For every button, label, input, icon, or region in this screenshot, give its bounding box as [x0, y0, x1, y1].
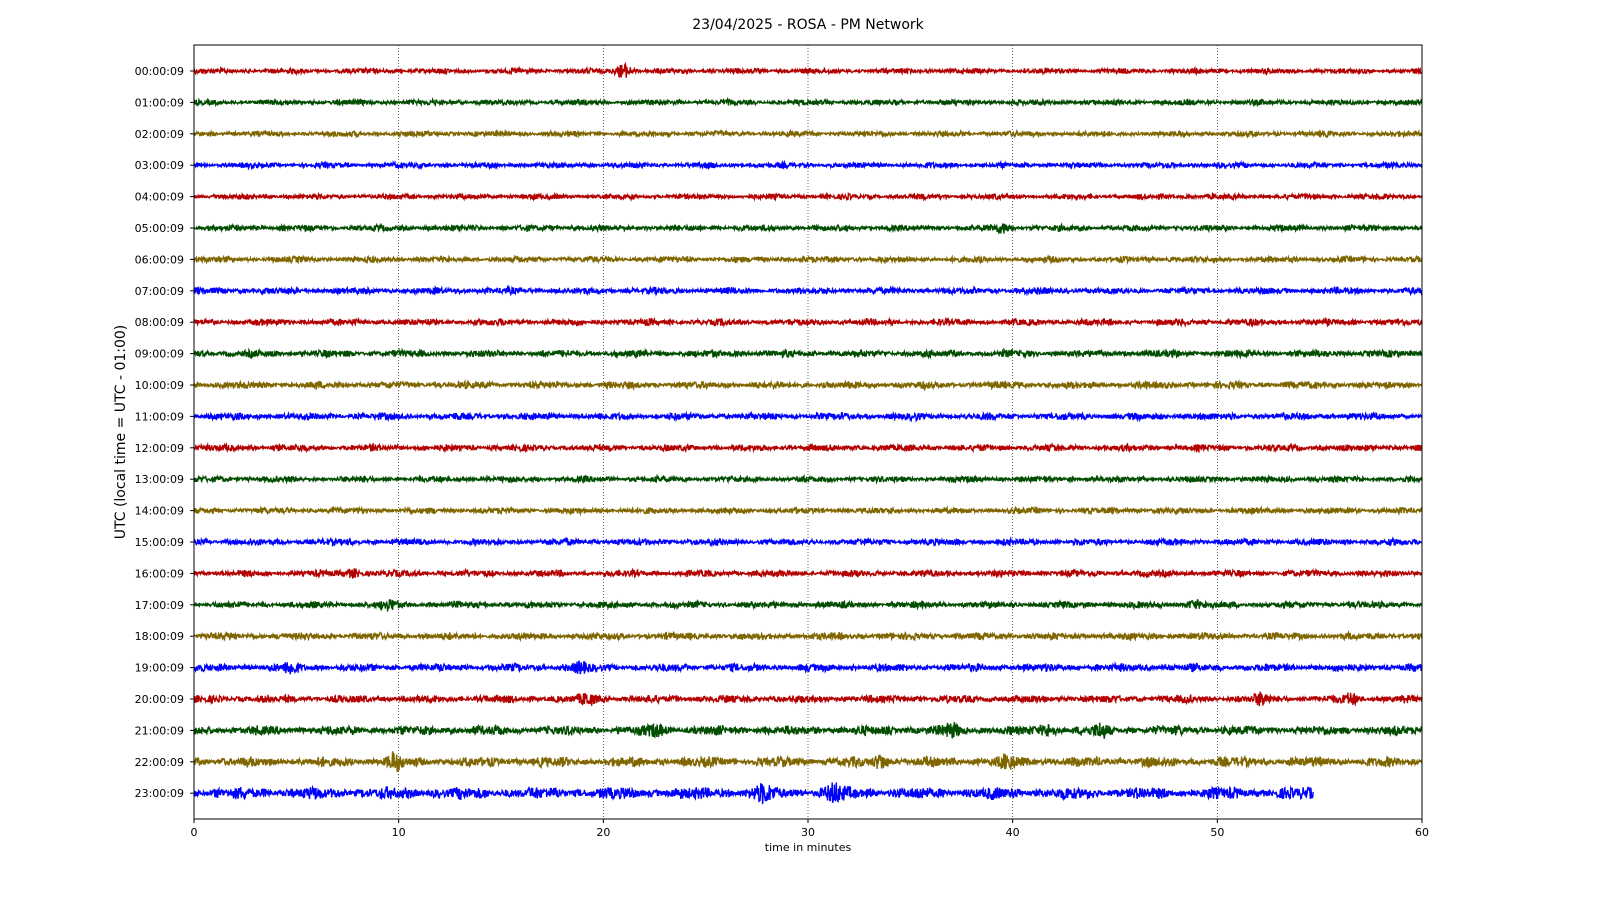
- trace-14-00-09: [193, 505, 1423, 517]
- y-tick-label: 03:00:09: [135, 159, 184, 172]
- y-tick-label: 21:00:09: [135, 724, 184, 737]
- x-tick-label: 50: [1210, 826, 1224, 839]
- trace-20-00-09: [193, 691, 1423, 707]
- trace-01-00-09: [193, 96, 1423, 108]
- traces: [193, 61, 1423, 805]
- y-tick-label: 20:00:09: [135, 693, 184, 706]
- trace-10-00-09: [193, 378, 1423, 392]
- trace-04-00-09: [193, 191, 1423, 202]
- y-tick-label: 06:00:09: [135, 253, 184, 266]
- trace-19-00-09: [193, 660, 1423, 675]
- x-tick-label: 30: [801, 826, 815, 839]
- grid-lines: [398, 45, 1218, 819]
- y-tick-label: 17:00:09: [135, 599, 184, 612]
- y-tick-label: 10:00:09: [135, 379, 184, 392]
- x-tick-label: 60: [1415, 826, 1429, 839]
- y-axis-ticks: 00:00:09 01:00:09 02:00:09 03:00:09 04:00:09…: [135, 65, 194, 800]
- trace-06-00-09: [193, 254, 1423, 266]
- trace-11-00-09: [193, 410, 1423, 423]
- y-tick-label: 11:00:09: [135, 410, 184, 423]
- y-tick-label: 16:00:09: [135, 567, 184, 580]
- trace-13-00-09: [193, 473, 1423, 485]
- x-axis-ticks: 0 10 20 30 40 50 60: [191, 819, 1429, 839]
- chart-title: 23/04/2025 - ROSA - PM Network: [692, 17, 924, 33]
- y-tick-label: 02:00:09: [135, 128, 184, 141]
- y-tick-label: 08:00:09: [135, 316, 184, 329]
- y-axis-label: UTC (local time = UTC - 01:00): [113, 325, 129, 540]
- trace-15-00-09: [193, 536, 1423, 548]
- trace-16-00-09: [193, 567, 1423, 580]
- trace-18-00-09: [194, 629, 1423, 643]
- y-tick-label: 05:00:09: [135, 222, 184, 235]
- x-tick-label: 40: [1006, 826, 1020, 839]
- x-tick-label: 10: [392, 826, 406, 839]
- trace-02-00-09: [193, 128, 1423, 139]
- y-tick-label: 18:00:09: [135, 630, 184, 643]
- trace-21-00-09: [193, 722, 1423, 739]
- trace-22-00-09: [193, 751, 1423, 772]
- y-tick-label: 23:00:09: [135, 787, 184, 800]
- trace-03-00-09: [193, 159, 1423, 171]
- y-tick-label: 15:00:09: [135, 536, 184, 549]
- trace-12-00-09: [193, 441, 1423, 454]
- y-tick-label: 01:00:09: [135, 96, 184, 109]
- y-tick-label: 00:00:09: [135, 65, 184, 78]
- trace-07-00-09: [193, 284, 1423, 297]
- x-axis-label: time in minutes: [765, 841, 852, 854]
- y-tick-label: 22:00:09: [135, 756, 184, 769]
- y-tick-label: 07:00:09: [135, 285, 184, 298]
- trace-08-00-09: [193, 316, 1423, 328]
- trace-00-00-09: [193, 61, 1423, 78]
- x-tick-label: 20: [596, 826, 610, 839]
- y-tick-label: 09:00:09: [135, 348, 184, 361]
- trace-23-00-09: [193, 782, 1315, 805]
- y-tick-label: 12:00:09: [135, 442, 184, 455]
- trace-09-00-09: [193, 347, 1423, 360]
- x-tick-label: 0: [191, 826, 198, 839]
- y-tick-label: 14:00:09: [135, 505, 184, 518]
- y-tick-label: 19:00:09: [135, 662, 184, 675]
- trace-17-00-09: [193, 598, 1423, 612]
- y-tick-label: 04:00:09: [135, 191, 184, 204]
- trace-05-00-09: [193, 221, 1423, 235]
- y-tick-label: 13:00:09: [135, 473, 184, 486]
